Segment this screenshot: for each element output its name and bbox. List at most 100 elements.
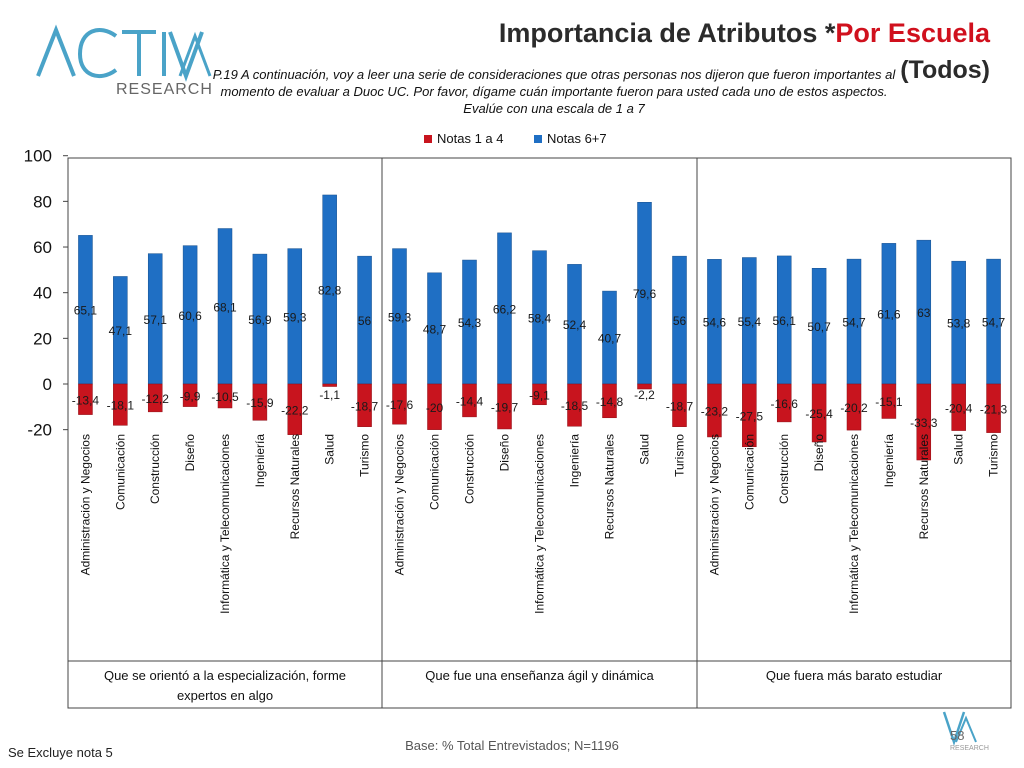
activa-research-logo: RESEARCH	[36, 24, 213, 98]
data-label-notas-1-4: -10,5	[211, 390, 239, 404]
data-label-notas-1-4: -20,2	[840, 401, 868, 415]
category-label: Salud	[323, 434, 337, 465]
data-label-notas-6-7: 65,1	[74, 304, 98, 318]
data-label-notas-1-4: -19,7	[491, 400, 519, 414]
data-label-notas-1-4: -15,9	[246, 396, 274, 410]
data-label-notas-1-4: -2,2	[634, 388, 655, 402]
data-label-notas-6-7: 59,3	[283, 310, 307, 324]
data-label-notas-1-4: -22,2	[281, 403, 309, 417]
footer-note: Se Excluye nota 5	[8, 745, 113, 760]
bar-notas-1-4	[672, 383, 687, 427]
data-label-notas-6-7: 54,7	[842, 316, 866, 330]
data-label-notas-6-7: 54,3	[458, 316, 482, 330]
category-label: Informática y Telecomunicaciones	[218, 434, 232, 614]
data-label-notas-1-4: -9,1	[529, 388, 550, 402]
bar-notas-1-4	[567, 383, 582, 427]
data-label-notas-6-7: 79,6	[633, 287, 657, 301]
data-label-notas-6-7: 61,6	[877, 308, 901, 322]
category-label: Salud	[952, 434, 966, 465]
data-label-notas-1-4: -13,4	[72, 393, 100, 407]
category-label: Administración y Negocios	[78, 434, 92, 575]
bar-notas-1-4	[287, 383, 303, 435]
bar-notas-1-4	[637, 383, 652, 390]
legend: Notas 1 a 4 Notas 6+7	[424, 131, 607, 146]
category-label: Ingeniería	[882, 434, 896, 488]
bar-notas-1-4	[252, 383, 268, 421]
data-label-notas-6-7: 54,7	[982, 316, 1006, 330]
data-label-notas-1-4: -18,1	[107, 399, 135, 413]
data-label-notas-1-4: -9,9	[180, 389, 201, 403]
data-label-notas-6-7: 59,3	[388, 310, 412, 324]
y-tick-label: 20	[33, 329, 52, 348]
legend-swatch-blue	[534, 135, 542, 143]
data-label-notas-1-4: -17,6	[386, 398, 414, 412]
category-label: Comunicación	[742, 434, 756, 510]
category-label: Administración y Negocios	[707, 434, 721, 575]
bar-notas-1-4	[322, 383, 337, 387]
y-tick-label: 80	[33, 192, 52, 211]
data-label-notas-6-7: 63	[917, 306, 931, 320]
category-label: Turismo	[987, 434, 1001, 477]
category-label: Turismo	[673, 434, 687, 477]
data-label-notas-1-4: -27,5	[736, 409, 764, 423]
y-tick-label: 100	[24, 147, 52, 166]
data-label-notas-1-4: -12,2	[142, 392, 170, 406]
data-label-notas-1-4: -23,2	[701, 404, 729, 418]
bar-notas-1-4	[147, 383, 163, 413]
data-label-notas-6-7: 48,7	[423, 322, 447, 336]
corner-logo-text: RESEARCH	[950, 745, 989, 752]
bar-notas-1-4	[78, 383, 93, 415]
category-label: Diseño	[812, 434, 826, 472]
bar-notas-1-4	[916, 383, 932, 461]
bar-notas-1-4	[846, 383, 862, 431]
category-label: Construcción	[148, 434, 162, 504]
data-label-notas-6-7: 56	[358, 314, 372, 328]
data-label-notas-6-7: 82,8	[318, 283, 342, 297]
bar-notas-1-4	[811, 383, 827, 443]
bar-notas-1-4	[182, 383, 198, 407]
data-label-notas-1-4: -25,4	[805, 407, 833, 421]
footer-base: Base: % Total Entrevistados; N=1196	[405, 738, 619, 753]
bar-notas-1-4	[742, 383, 757, 448]
data-label-notas-6-7: 53,8	[947, 317, 971, 331]
data-label-notas-6-7: 68,1	[213, 300, 237, 314]
y-tick-label: 60	[33, 238, 52, 257]
bar-notas-1-4	[707, 383, 722, 438]
data-label-notas-6-7: 40,7	[598, 332, 622, 346]
data-label-notas-1-4: -20,4	[945, 401, 973, 415]
group-label: Que se orientó a la especialización, for…	[104, 668, 346, 703]
bar-notas-1-4	[113, 383, 128, 426]
category-label: Comunicación	[428, 434, 442, 510]
data-label-notas-6-7: 56,1	[773, 314, 797, 328]
category-label: Ingeniería	[253, 434, 267, 488]
logo-research-text: RESEARCH	[116, 81, 213, 98]
category-label: Recursos Naturales	[288, 434, 302, 539]
data-label-notas-6-7: 55,4	[738, 315, 762, 329]
data-label-notas-6-7: 60,6	[178, 309, 202, 323]
bar-notas-1-4	[776, 383, 792, 423]
y-tick-label: 40	[33, 284, 52, 303]
category-label: Turismo	[358, 434, 372, 477]
page-subtitle: (Todos)	[900, 56, 990, 84]
category-label: Informática y Telecomunicaciones	[533, 434, 547, 614]
bar-notas-1-4	[357, 383, 372, 427]
bar-notas-1-4	[602, 383, 617, 419]
category-label: Diseño	[183, 434, 197, 472]
category-label: Informática y Telecomunicaciones	[847, 434, 861, 614]
title-prefix: Importancia de Atributos *	[498, 18, 836, 48]
category-label: Comunicación	[113, 434, 127, 510]
data-label-notas-6-7: 58,4	[528, 311, 552, 325]
bar-notas-1-4	[462, 383, 477, 418]
legend-label-notas-1-4: Notas 1 a 4	[437, 131, 504, 146]
group-label: Que fuera más barato estudiar	[766, 668, 943, 683]
legend-label-notas-6-7: Notas 6+7	[547, 131, 607, 146]
page-title: Importancia de Atributos *Por Escuela	[499, 18, 990, 49]
data-label-notas-6-7: 56	[673, 314, 687, 328]
data-label-notas-1-4: -20	[426, 401, 444, 415]
plot-frame	[67, 157, 1012, 709]
data-label-notas-1-4: -18,7	[666, 399, 694, 413]
bar-notas-1-4	[497, 383, 512, 430]
category-label: Administración y Negocios	[393, 434, 407, 575]
bar-notas-1-4	[986, 383, 1001, 433]
bar-notas-1-4	[532, 383, 547, 406]
